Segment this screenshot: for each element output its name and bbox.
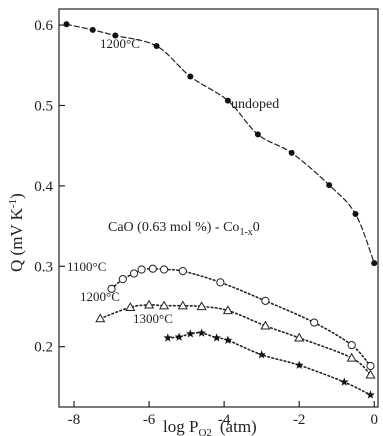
data-point-1100c bbox=[148, 264, 157, 273]
data-point-1200c bbox=[144, 299, 155, 309]
data-point-1300c bbox=[339, 377, 349, 386]
x-tick-label: -8 bbox=[68, 412, 81, 428]
data-point-1100c bbox=[261, 296, 270, 305]
series-line-undoped bbox=[65, 23, 375, 264]
plot-frame bbox=[58, 8, 379, 408]
series-curves bbox=[65, 23, 375, 396]
series-line-1200c bbox=[99, 304, 372, 376]
data-point-undoped bbox=[153, 42, 160, 49]
data-point-1100c bbox=[129, 269, 139, 278]
data-point-undoped bbox=[224, 97, 231, 104]
data-point-1300c bbox=[223, 335, 233, 344]
y-axis-title-superscript: -1 bbox=[7, 199, 19, 208]
data-point-1200c bbox=[222, 305, 233, 315]
data-point-undoped bbox=[371, 260, 378, 267]
data-point-1200c bbox=[260, 320, 271, 330]
y-tick-label: 0.5 bbox=[34, 98, 53, 114]
x-tick-label: 0 bbox=[370, 412, 378, 428]
data-point-1200c bbox=[346, 352, 357, 362]
group-label-subscript: 1-x bbox=[239, 227, 252, 238]
data-point-undoped bbox=[326, 182, 333, 189]
y-tick-label: 0.4 bbox=[34, 179, 53, 195]
annotation-1200c: 1200°C bbox=[80, 289, 120, 304]
data-point-1100c bbox=[178, 267, 187, 276]
data-point-1100c bbox=[159, 265, 169, 274]
data-point-1100c bbox=[216, 278, 225, 287]
series-line-1300c bbox=[167, 331, 372, 396]
group-label-end: 0 bbox=[253, 220, 260, 235]
data-point-1200c bbox=[125, 302, 136, 311]
data-point-undoped bbox=[288, 149, 295, 156]
data-point-undoped bbox=[352, 211, 359, 218]
data-point-undoped bbox=[187, 73, 194, 80]
data-point-1300c bbox=[366, 390, 375, 399]
group-label: CaO (0.63 mol %) - Co1-x0 bbox=[108, 220, 260, 238]
data-point-1200c bbox=[177, 300, 188, 310]
x-axis-title: log PO2 (atm) bbox=[163, 417, 257, 436]
data-point-1100c bbox=[118, 275, 127, 284]
data-point-1100c bbox=[310, 318, 319, 327]
data-point-1300c bbox=[197, 328, 206, 337]
annotation-undoped-1200c: 1200°C bbox=[100, 36, 140, 51]
data-point-undoped bbox=[112, 32, 119, 39]
data-point-1200c bbox=[95, 313, 106, 323]
data-point-undoped bbox=[254, 131, 261, 138]
data-point-1100c bbox=[366, 361, 375, 371]
x-axis-title-subscript: O2 bbox=[198, 427, 211, 436]
data-point-1300c bbox=[163, 333, 173, 342]
x-tick-label: -4 bbox=[218, 412, 231, 428]
data-point-undoped bbox=[63, 21, 70, 28]
y-tick-label: 0.6 bbox=[34, 18, 53, 34]
y-axis-title: Q (mV K-1) bbox=[7, 193, 26, 272]
annotation-1100c: 1100°C bbox=[67, 259, 106, 274]
y-tick-label: 0.3 bbox=[34, 259, 53, 275]
data-point-1100c bbox=[347, 340, 356, 350]
x-axis-title-unit: (atm) bbox=[220, 417, 257, 436]
x-tick-label: -2 bbox=[293, 412, 306, 428]
annotation-1300c: 1300°C bbox=[133, 311, 173, 326]
annotation-undoped: undoped bbox=[231, 97, 279, 112]
data-point-1100c bbox=[137, 265, 146, 274]
axis-ticks: -8 -6 -4 -2 0 0.2 0.3 0.4 0.5 0.6 bbox=[34, 18, 378, 428]
data-point-1200c bbox=[159, 300, 170, 310]
data-point-1200c bbox=[365, 369, 376, 379]
series-markers bbox=[63, 21, 378, 399]
data-point-1300c bbox=[174, 332, 184, 341]
data-point-1300c bbox=[212, 333, 221, 342]
data-point-undoped bbox=[89, 26, 96, 33]
x-tick-label: -6 bbox=[143, 412, 156, 428]
data-point-1300c bbox=[185, 329, 195, 338]
data-point-1300c bbox=[294, 360, 304, 369]
data-point-1100c bbox=[107, 284, 116, 293]
y-axis-title-close: ) bbox=[7, 193, 26, 199]
data-point-1200c bbox=[294, 332, 305, 342]
data-point-1200c bbox=[196, 301, 207, 311]
y-tick-label: 0.2 bbox=[34, 340, 53, 356]
data-point-1300c bbox=[257, 350, 267, 359]
